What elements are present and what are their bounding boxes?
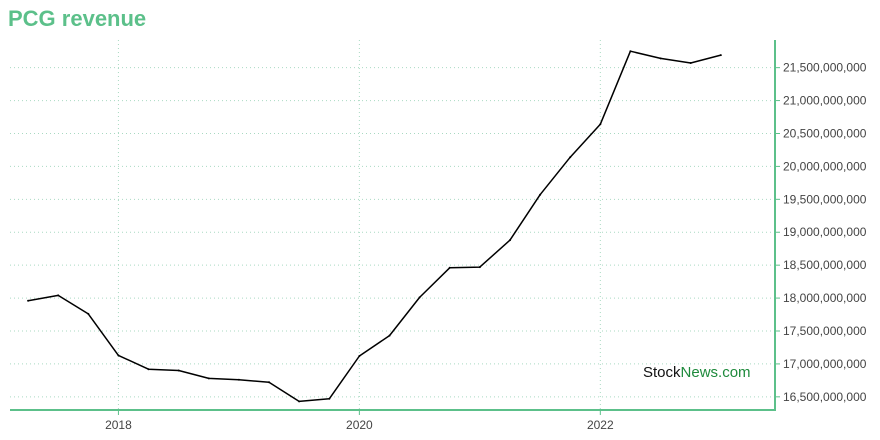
axes — [10, 40, 780, 415]
data-point — [177, 369, 180, 372]
y-tick-label: 17,500,000,000 — [783, 324, 867, 338]
data-point — [569, 156, 572, 159]
data-point — [298, 400, 301, 403]
data-point — [207, 377, 210, 380]
data-point — [689, 62, 692, 64]
data-point — [539, 193, 542, 196]
data-point — [328, 397, 331, 400]
series-line — [27, 50, 721, 403]
x-tick-label: 2020 — [346, 418, 373, 432]
data-point — [448, 266, 451, 269]
y-tick-label: 19,000,000,000 — [783, 225, 867, 239]
y-tick-label: 16,500,000,000 — [783, 390, 867, 404]
data-point — [418, 296, 421, 299]
tick-labels: 16,500,000,000 17,000,000,000 17,500,000,0… — [105, 61, 867, 432]
data-point — [599, 123, 602, 126]
grid-lines — [10, 40, 775, 410]
data-point — [147, 368, 150, 371]
data-point — [509, 239, 511, 242]
chart-title: PCG revenue — [8, 6, 147, 31]
x-tick-label: 2018 — [105, 418, 132, 432]
y-tick-label: 18,000,000,000 — [783, 291, 867, 305]
data-point — [57, 294, 60, 297]
data-point — [629, 50, 632, 53]
data-point — [237, 378, 240, 381]
y-tick-label: 21,000,000,000 — [783, 94, 867, 108]
data-point — [719, 54, 722, 57]
data-point — [388, 334, 391, 337]
x-tick-label: 2022 — [587, 418, 614, 432]
y-tick-label: 17,000,000,000 — [783, 357, 867, 371]
data-point — [478, 266, 481, 269]
data-point — [659, 57, 662, 60]
watermark-part-news: News.com — [680, 364, 751, 381]
y-tick-label: 18,500,000,000 — [783, 258, 867, 272]
data-point — [87, 312, 90, 315]
data-point — [358, 355, 361, 357]
watermark-part-stock: Stock — [643, 364, 681, 381]
y-tick-label: 20,500,000,000 — [783, 126, 867, 140]
y-tick-label: 21,500,000,000 — [783, 61, 867, 75]
data-point — [268, 381, 270, 384]
series-layer — [27, 50, 722, 403]
y-tick-label: 20,000,000,000 — [783, 159, 867, 173]
data-point — [117, 354, 120, 357]
watermark-logo: StockNews.com — [643, 364, 751, 381]
data-point — [27, 299, 30, 302]
y-tick-label: 19,500,000,000 — [783, 192, 867, 206]
